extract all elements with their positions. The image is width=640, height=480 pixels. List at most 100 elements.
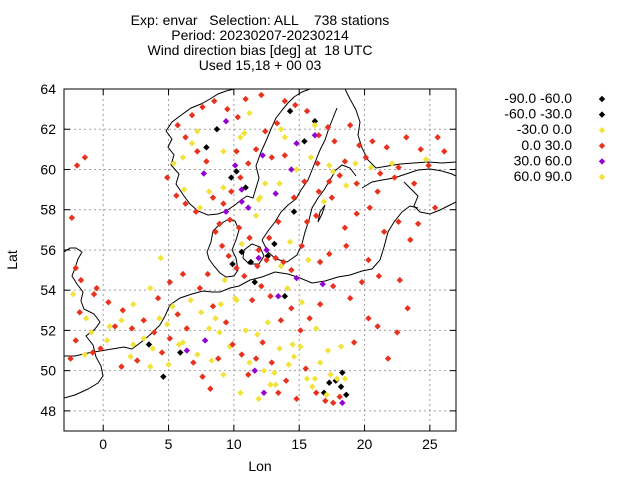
station-marker-series-6 [289, 341, 296, 348]
station-marker-series-6 [255, 196, 262, 203]
station-marker-series-3 [81, 351, 89, 358]
title-line-3: Wind direction bias [deg] at 18 UTC [147, 42, 373, 58]
station-marker-series-6 [212, 315, 219, 322]
y-tick-label: 48 [40, 403, 56, 419]
station-marker-series-4 [255, 246, 262, 254]
y-tick-label: 64 [40, 81, 56, 97]
station-marker-series-4 [277, 317, 285, 324]
y-tick-label: 56 [40, 242, 56, 258]
station-marker-series-3 [422, 156, 430, 163]
station-marker-series-1 [271, 240, 278, 248]
station-marker-series-6 [241, 130, 248, 137]
coastline-finland [344, 89, 456, 169]
station-marker-series-4 [353, 180, 360, 187]
station-marker-series-4 [329, 399, 337, 407]
station-marker-series-5 [319, 280, 326, 288]
station-marker-series-3 [255, 395, 262, 403]
station-marker-series-4 [166, 278, 174, 286]
station-marker-series-4 [212, 228, 219, 236]
station-marker-series-4 [341, 158, 349, 165]
station-marker-series-5 [263, 246, 270, 254]
station-marker-series-4 [346, 122, 354, 129]
x-axis-title: Lon [248, 458, 271, 474]
station-marker-series-3 [217, 301, 224, 308]
station-marker-series-3 [83, 315, 90, 322]
station-marker-series-4 [150, 329, 158, 336]
station-marker-series-5 [311, 132, 319, 139]
station-marker-series-3 [262, 180, 269, 187]
station-marker-series-4 [258, 282, 265, 290]
station-marker-series-6 [277, 262, 285, 270]
station-marker-series-1 [343, 391, 350, 398]
x-tick-label: 5 [165, 436, 173, 452]
station-marker-series-3 [254, 331, 261, 338]
station-marker-series-4 [407, 236, 414, 244]
station-marker-series-4 [77, 276, 85, 284]
station-marker-series-4 [194, 148, 201, 155]
x-tick-label: 20 [357, 436, 373, 452]
station-marker-series-4 [290, 194, 298, 201]
station-marker-series-1 [228, 174, 235, 181]
station-marker-series-4 [267, 293, 274, 300]
legend-entry-label: 30.0 60.0 [514, 152, 573, 168]
title-line-4: Used 15,18 + 00 03 [198, 57, 322, 73]
station-marker-series-3 [337, 343, 345, 350]
station-marker-series-4 [395, 218, 402, 225]
station-marker-series-3 [341, 375, 349, 382]
station-marker-series-4 [395, 164, 402, 171]
station-marker-series-5 [259, 152, 266, 159]
station-marker-series-4 [350, 339, 358, 346]
legend-marker [598, 173, 606, 181]
station-marker-series-3 [208, 357, 215, 364]
station-marker-series-3 [164, 321, 171, 328]
station-marker-series-1 [337, 383, 345, 390]
grid [64, 88, 456, 431]
station-marker-series-4 [303, 107, 311, 115]
station-marker-series-3 [187, 297, 194, 304]
station-marker-series-4 [275, 218, 282, 225]
station-marker-series-4 [272, 254, 279, 262]
station-marker-series-4 [369, 138, 376, 145]
station-marker-series-4 [384, 355, 392, 362]
chart-title: Exp: envar Selection: ALL 738 stations P… [60, 13, 460, 73]
station-marker-series-4 [262, 128, 269, 135]
station-marker-series-4 [293, 395, 300, 403]
station-marker-series-3 [242, 327, 249, 334]
legend-entry-label: 60.0 90.0 [514, 168, 573, 184]
station-marker-series-4 [375, 272, 383, 280]
coastline-norway-north [165, 89, 235, 132]
station-marker-series-5 [222, 208, 230, 215]
station-marker-series-4 [233, 264, 240, 272]
legend-marker [598, 158, 606, 165]
station-marker-series-4 [425, 162, 432, 169]
station-marker-series-4 [404, 305, 411, 312]
station-marker-series-5 [201, 337, 209, 344]
station-marker-series-5 [275, 293, 282, 300]
station-marker-series-4 [281, 152, 289, 159]
x-tick-label: 10 [226, 436, 242, 452]
station-marker-series-6 [305, 256, 312, 264]
station-marker-series-4 [374, 188, 381, 195]
station-marker-series-4 [235, 224, 243, 232]
station-marker-series-3 [130, 341, 137, 348]
station-marker-series-4 [72, 337, 79, 344]
station-marker-series-5 [339, 399, 346, 407]
station-marker-series-3 [326, 162, 333, 169]
station-marker-series-4 [245, 160, 252, 167]
station-marker-series-4 [431, 204, 439, 211]
station-marker-series-3 [323, 391, 330, 398]
station-marker-series-4 [362, 154, 370, 161]
station-marker-series-3 [221, 276, 228, 284]
station-marker-series-3 [106, 323, 113, 330]
station-marker-series-4 [179, 270, 187, 278]
station-marker-series-4 [383, 144, 390, 151]
station-marker-series-4 [403, 134, 410, 141]
station-marker-series-3 [286, 238, 294, 246]
station-marker-series-4 [281, 97, 289, 105]
station-marker-series-3 [237, 134, 244, 141]
station-marker-series-4 [68, 214, 76, 221]
station-marker-series-4 [302, 365, 309, 372]
station-marker-series-3 [352, 160, 359, 167]
station-marker-series-4 [192, 208, 200, 215]
